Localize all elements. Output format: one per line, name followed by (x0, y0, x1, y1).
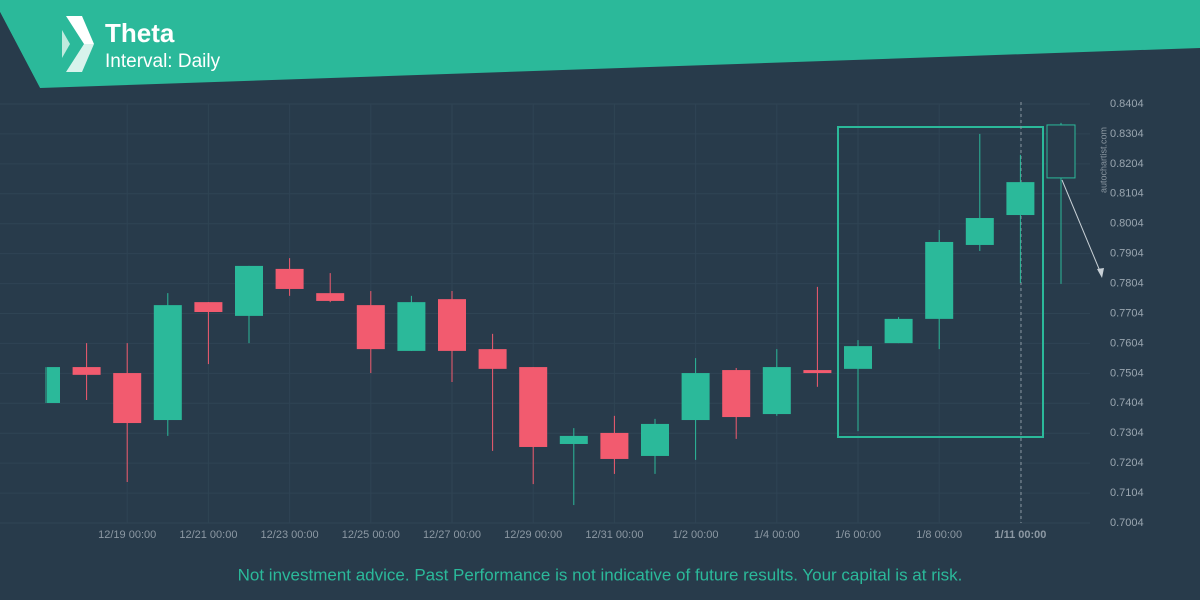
forecast-arrow (1061, 179, 1103, 277)
y-tick-label: 0.7404 (1110, 397, 1144, 409)
x-tick-label: 1/11 00:00 (994, 529, 1046, 541)
y-tick-label: 0.7204 (1110, 457, 1144, 469)
forecast-arrowhead (1097, 268, 1104, 278)
y-tick-label: 0.8304 (1110, 128, 1144, 140)
x-tick-label: 12/29 00:00 (504, 529, 562, 541)
candle-body (397, 302, 426, 351)
candle-body (275, 268, 304, 289)
candle-body (762, 367, 791, 415)
disclaimer: Not investment advice. Past Performance … (238, 565, 963, 584)
x-tick-label: 12/27 00:00 (423, 529, 481, 541)
x-tick-label: 1/8 00:00 (916, 529, 962, 541)
y-tick-label: 0.7004 (1110, 517, 1144, 529)
candle-body (153, 305, 182, 421)
x-tick-label: 1/2 00:00 (673, 529, 719, 541)
chart-title: Theta (105, 18, 175, 48)
y-tick-label: 0.7704 (1110, 307, 1144, 319)
candle-body (559, 435, 588, 444)
candle-body (1006, 182, 1035, 216)
pattern-box (837, 126, 1044, 438)
candle-body (235, 265, 263, 316)
candle-body (356, 305, 385, 350)
candle-body (519, 367, 548, 447)
logo (62, 16, 94, 72)
y-tick-label: 0.7904 (1110, 248, 1144, 260)
x-tick-label: 1/6 00:00 (835, 529, 881, 541)
y-tick-label: 0.7104 (1110, 487, 1144, 499)
x-tick-label: 12/19 00:00 (98, 529, 156, 541)
candle-body (722, 370, 751, 418)
candle-body (47, 367, 60, 403)
y-tick-label: 0.7504 (1110, 367, 1144, 379)
y-tick-label: 0.8104 (1110, 188, 1144, 200)
candle-body (965, 218, 994, 245)
x-tick-label: 12/21 00:00 (179, 529, 237, 541)
y-tick-label: 0.8204 (1110, 158, 1144, 170)
header-cut (0, 12, 40, 88)
candle-body (844, 346, 872, 369)
x-tick-label: 12/23 00:00 (261, 529, 319, 541)
x-tick-label: 12/25 00:00 (342, 529, 400, 541)
y-tick-label: 0.7304 (1110, 427, 1144, 439)
x-tick-label: 1/4 00:00 (754, 529, 800, 541)
candle-body (194, 302, 223, 313)
candle-body (681, 373, 710, 421)
candle-body (641, 423, 669, 456)
y-tick-label: 0.8404 (1110, 98, 1144, 110)
y-tick-label: 0.7604 (1110, 337, 1144, 349)
candle-body (438, 299, 466, 351)
header-banner (0, 0, 1200, 88)
candle-body (478, 349, 507, 369)
candle-body (113, 373, 142, 424)
y-tick-label: 0.8004 (1110, 218, 1144, 230)
watermark: autochartist.com (1098, 127, 1108, 193)
candle-body (803, 370, 832, 374)
candle-body (884, 318, 913, 344)
candle-body (600, 432, 629, 459)
chart-subtitle: Interval: Daily (105, 51, 221, 72)
candle-body (72, 367, 101, 375)
candle-body (316, 293, 345, 301)
candle-body (925, 241, 954, 319)
candles (45, 122, 1076, 506)
candle-body (1046, 124, 1076, 179)
x-tick-label: 12/31 00:00 (585, 529, 643, 541)
y-tick-label: 0.7804 (1110, 277, 1144, 289)
